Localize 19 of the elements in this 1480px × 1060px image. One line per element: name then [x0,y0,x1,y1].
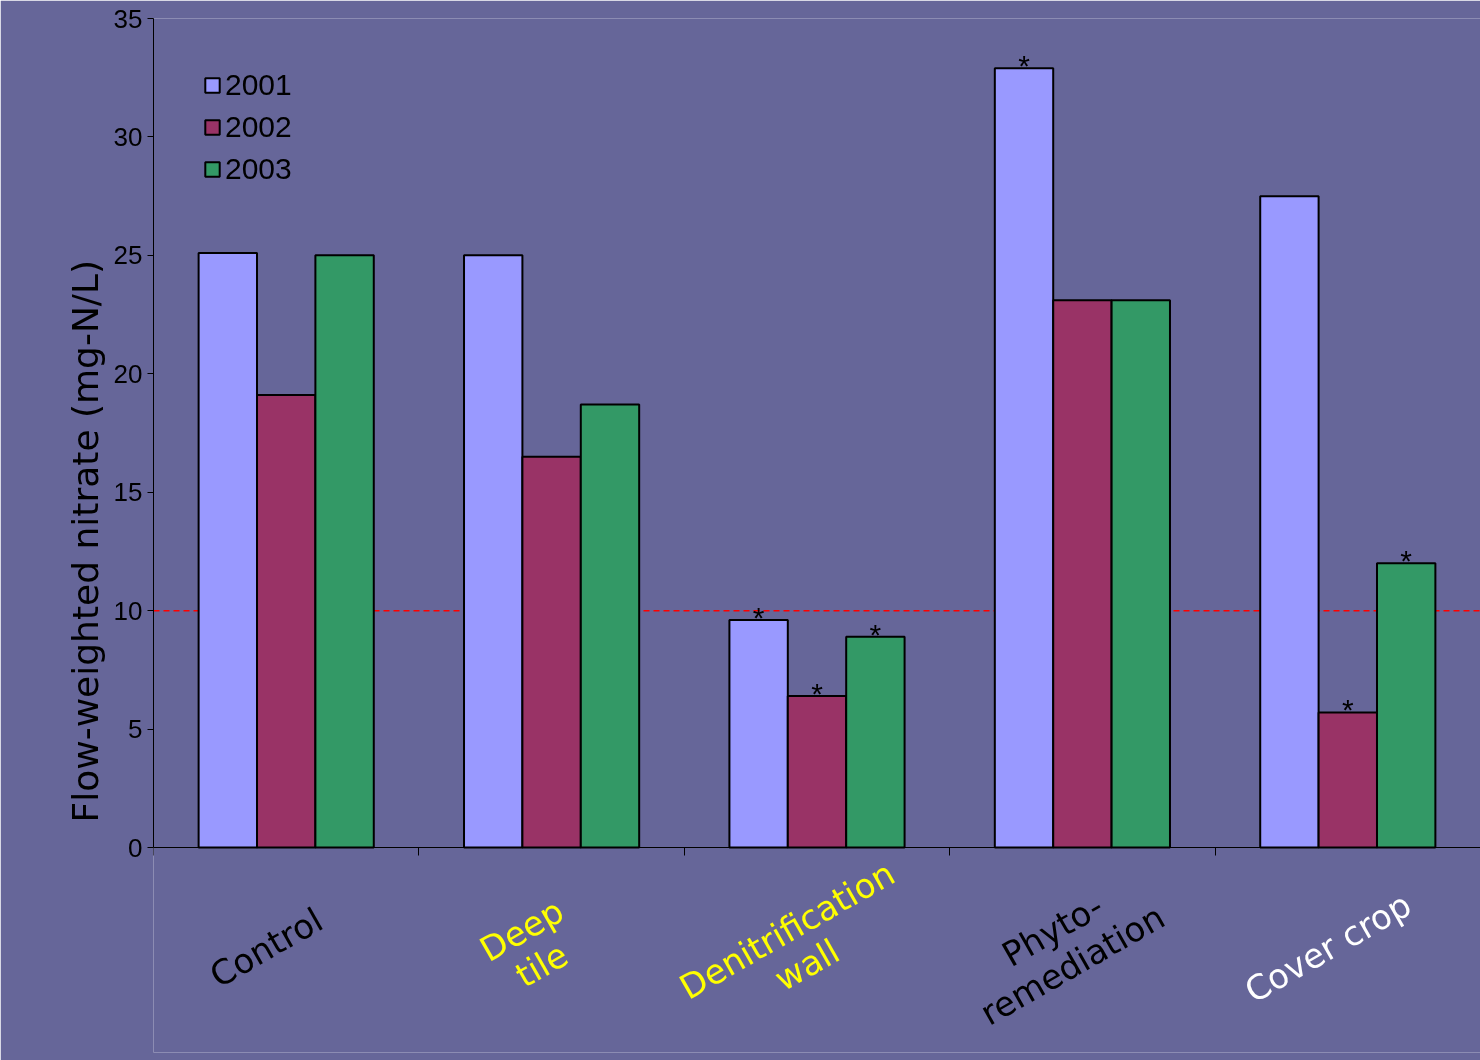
y-axis-title: Flow-weighted nitrate (mg-N/L) [64,259,106,823]
annotation: * [1018,49,1031,83]
y-tick-label: 0 [128,832,143,863]
y-tick-label: 10 [113,595,143,626]
y-tick-label: 30 [113,121,143,152]
annotation: * [811,676,824,710]
y-tick-label: 20 [113,358,143,389]
x-tick-label: Deep tile [472,890,575,996]
y-tick-label: 25 [113,240,143,271]
y-tick-label: 15 [113,477,143,508]
legend-label: 2003 [225,152,292,186]
annotation: * [1400,544,1413,578]
annotation: * [869,617,882,651]
y-tick-label: 5 [128,714,143,745]
legend-label: 2002 [225,110,292,144]
legend-label: 2001 [225,68,292,102]
y-tick-label: 35 [113,3,143,34]
annotation: * [1341,693,1354,727]
annotation: * [752,601,765,635]
